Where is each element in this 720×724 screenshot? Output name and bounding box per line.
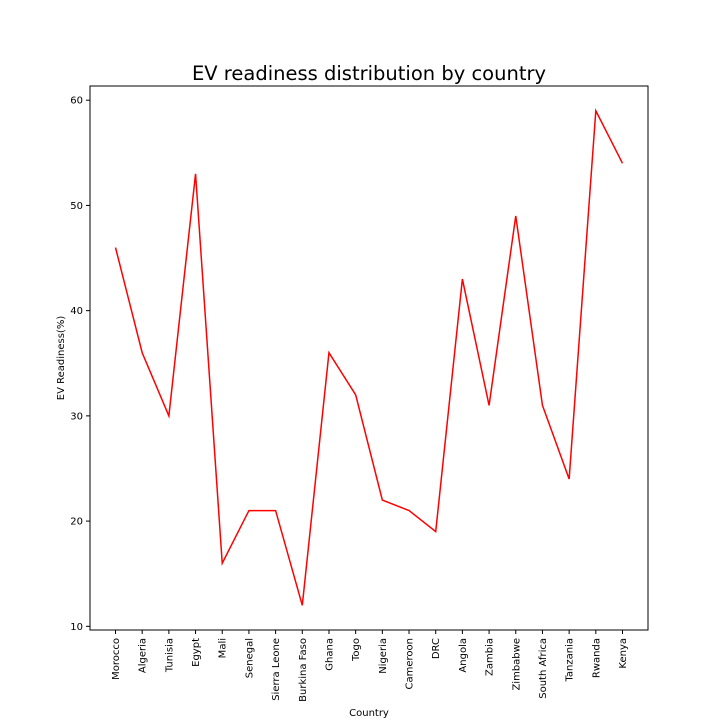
y-axis: 10 20 30 40 50 60 (70, 96, 90, 633)
x-axis: Morocco Algeria Tunisia Egypt Mali Senegal Sie… (111, 630, 629, 702)
chart-title: EV readiness distribution by country (192, 62, 546, 85)
x-tick-label: Tanzania (565, 638, 576, 683)
x-tick-label: Algeria (138, 638, 149, 673)
series-line (116, 111, 623, 606)
y-tick-label: 10 (70, 622, 83, 633)
x-tick-label: Kenya (618, 638, 629, 669)
x-tick-label: Morocco (111, 638, 122, 680)
x-tick-label: Togo (351, 638, 362, 662)
x-axis-label: Country (349, 708, 389, 719)
series-group (115, 111, 622, 606)
y-tick-label: 50 (70, 201, 83, 212)
x-tick-label: Angola (458, 638, 469, 673)
y-tick-label: 30 (70, 411, 83, 422)
x-tick-label: Tunisia (164, 638, 175, 673)
x-tick-label: Burkina Faso (298, 638, 309, 702)
x-tick-label: Nigeria (378, 638, 389, 674)
x-tick-label: Zimbabwe (511, 638, 522, 691)
x-tick-label: DRC (431, 638, 442, 659)
x-tick-label: South Africa (538, 638, 549, 699)
x-tick-label: Sierra Leone (271, 638, 282, 701)
x-tick-label: Rwanda (591, 638, 602, 678)
x-tick-label: Zambia (485, 638, 496, 676)
x-tick-label: Senegal (244, 638, 255, 678)
x-tick-label: Cameroon (405, 638, 416, 689)
y-tick-label: 20 (70, 517, 83, 528)
y-tick-label: 60 (70, 96, 83, 107)
x-tick-label: Ghana (324, 638, 335, 671)
y-axis-label: EV Readiness(%) (56, 316, 67, 401)
plot-area-frame (90, 86, 648, 630)
y-tick-label: 40 (70, 306, 83, 317)
x-tick-label: Egypt (191, 638, 202, 667)
x-tick-label: Mali (218, 638, 229, 658)
